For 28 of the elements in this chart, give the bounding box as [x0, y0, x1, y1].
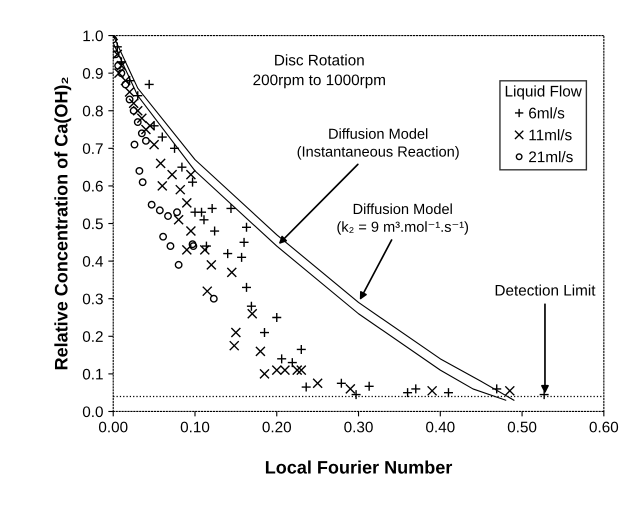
x-tick-label: 0.10 [180, 422, 210, 432]
annotation: Disc Rotation 200rpm to 1000rpm [253, 54, 385, 88]
legend-title: Liquid Flow [506, 85, 582, 100]
y-tick-label: 0.1 [82, 368, 103, 380]
x-tick-label: 0.40 [426, 422, 455, 432]
y-tick-label: 0.9 [82, 68, 103, 79]
y-tick-label: 0.6 [82, 180, 103, 192]
ref-line-label: Detection Limit [496, 284, 596, 296]
y-tick-label: 0.3 [82, 294, 103, 304]
y-tick-label: 0.0 [82, 406, 103, 418]
annotation: Diffusion Model (Instantaneous Reaction) [298, 128, 459, 160]
y-tick-label: 0.7 [82, 143, 103, 154]
x-tick-label: 0.60 [590, 422, 618, 432]
x-tick-label: 0.30 [344, 422, 373, 432]
y-tick-label: 0.8 [82, 106, 103, 116]
y-tick-label: 0.4 [82, 256, 104, 267]
legend-label: 6ml/s [529, 107, 564, 118]
legend-label: 21ml/s [529, 151, 573, 162]
x-tick-label: 0.50 [508, 422, 536, 432]
legend-label: 11ml/s [529, 129, 572, 140]
y-tick-label: 0.5 [82, 218, 103, 230]
y-tick-label: 1.0 [83, 30, 103, 42]
y-axis-title: Relative Concentration of Ca(OH)₂ [54, 77, 72, 370]
y-tick-label: 0.2 [82, 331, 103, 342]
annotation: Diffusion Model (k₂ = 9 m³.mol⁻¹.s⁻¹) [337, 203, 468, 235]
x-tick-label: 0.20 [262, 422, 292, 432]
x-tick-label: 0.00 [98, 422, 128, 432]
x-axis-title: Local Fourier Number [266, 460, 452, 474]
